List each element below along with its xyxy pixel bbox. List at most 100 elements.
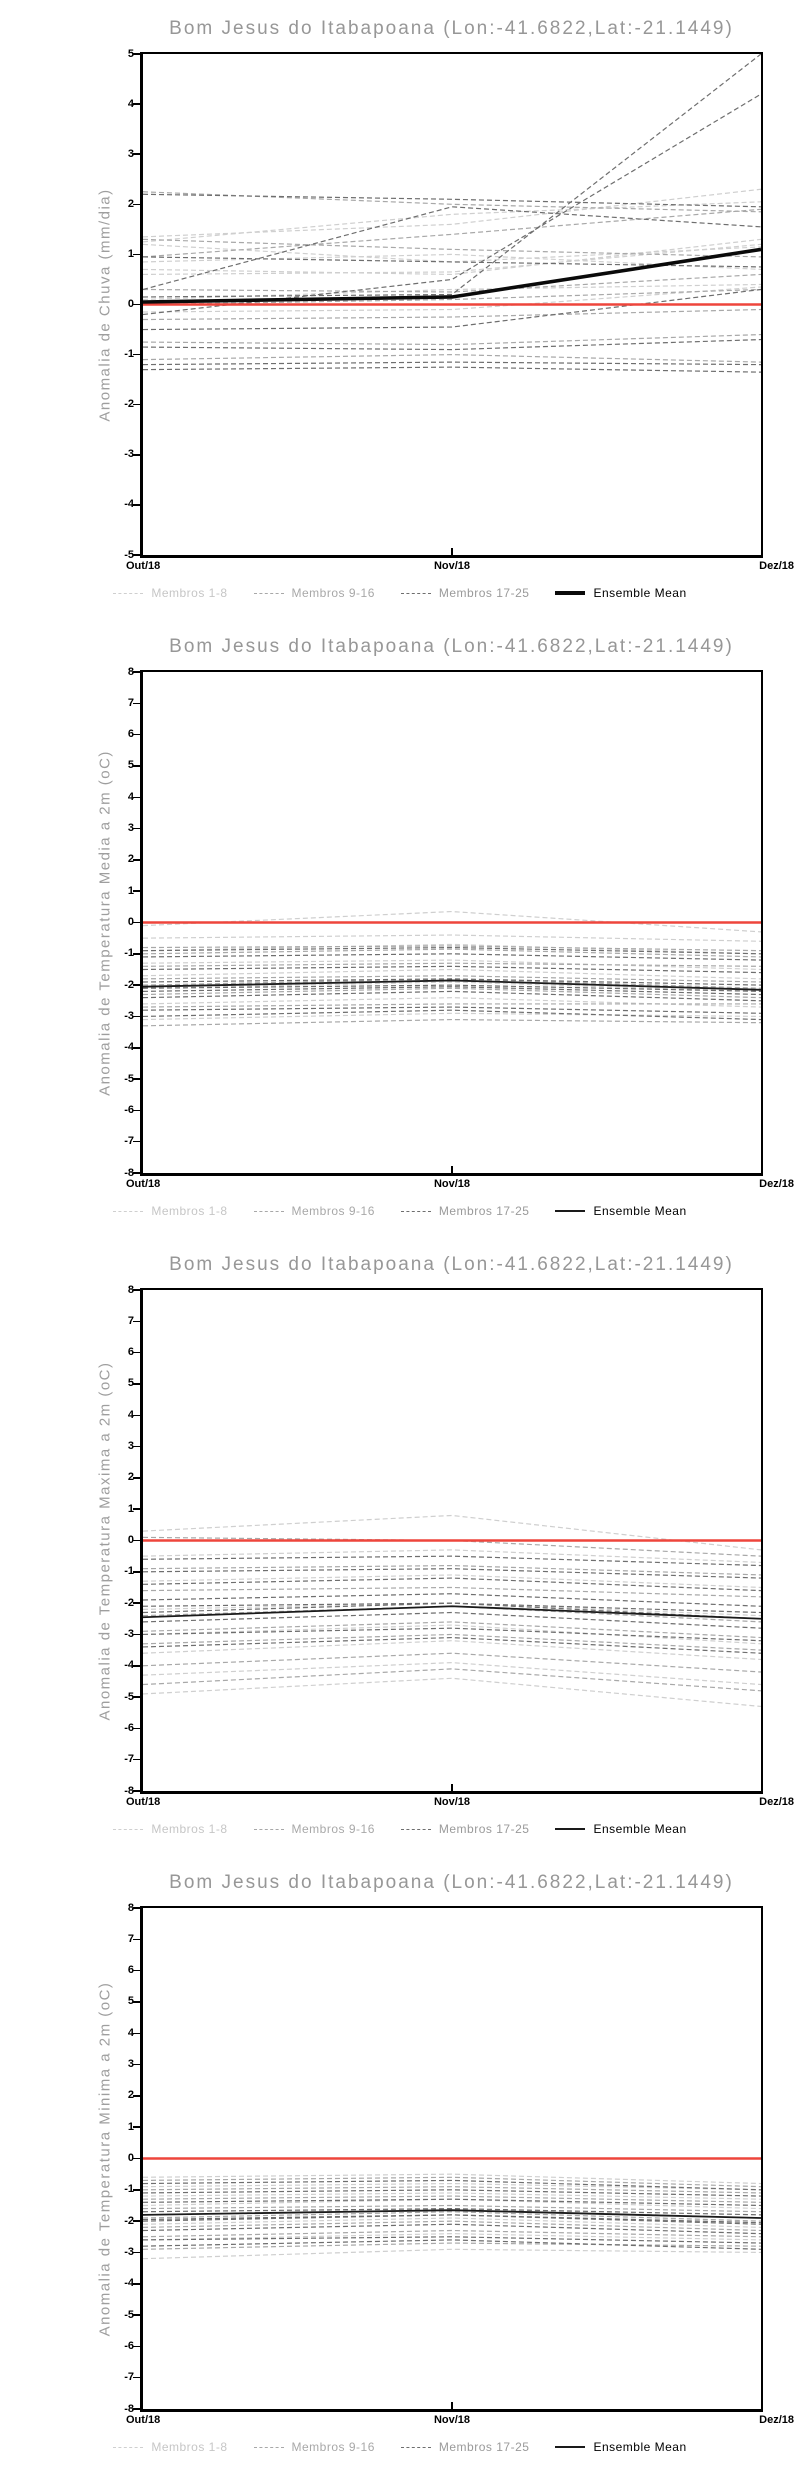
member-line: [143, 910, 761, 933]
x-tick-label: Dez/18: [759, 1796, 794, 1808]
member-line: [143, 2204, 761, 2213]
y-tick-mark: [133, 1571, 140, 1573]
x-tick-label: Out/18: [126, 1178, 161, 1190]
legend: Membros 1-8 Membros 9-16 Membros 17-25 Ense…: [0, 586, 800, 600]
y-tick-label: 0: [127, 1534, 134, 1546]
legend-item: Membros 17-25: [400, 1822, 530, 1836]
y-tick-mark: [133, 153, 140, 155]
member-line: [143, 1611, 761, 1629]
member-line: [143, 943, 761, 955]
legend-item: Membros 9-16: [253, 1822, 375, 1836]
y-tick-mark: [133, 2408, 140, 2410]
y-tick-label: 2: [127, 2089, 134, 2102]
member-line: [143, 948, 761, 958]
legend-label: Ensemble Mean: [593, 1204, 687, 1218]
y-tick-mark: [133, 1758, 140, 1761]
legend-label: Membros 1-8: [151, 2440, 228, 2454]
member-line-sample: [113, 1210, 144, 1212]
legend-item: Membros 1-8: [113, 1204, 227, 1218]
member-line: [143, 1633, 761, 1651]
member-line: [143, 2214, 761, 2225]
y-tick-label: 1: [127, 247, 134, 260]
member-line-sample: [113, 2446, 144, 2448]
y-tick-label: 6: [127, 1964, 134, 1977]
x-tick-label: Nov/18: [433, 1178, 471, 1190]
x-tick-label: Dez/18: [759, 2414, 794, 2426]
y-tick-mark: [133, 303, 140, 306]
y-tick-label: 4: [127, 1408, 134, 1421]
chart-title: Bom Jesus do Itabapoana (Lon:-41.6822,La…: [169, 1254, 734, 1275]
member-line: [143, 978, 761, 986]
y-tick-mark: [133, 103, 140, 105]
legend-label: Membros 9-16: [291, 2440, 375, 2454]
member-line: [143, 1627, 761, 1642]
member-line: [143, 1593, 761, 1607]
y-tick-label: -2: [124, 978, 134, 991]
y-tick-mark: [133, 1047, 140, 1049]
member-line: [143, 2198, 761, 2210]
y-tick-mark: [133, 2126, 140, 2128]
legend-item: Ensemble Mean: [555, 1204, 686, 1218]
legend-item: Membros 9-16: [253, 2440, 375, 2454]
member-line: [143, 283, 761, 301]
y-tick-label: 5: [127, 1377, 134, 1390]
y-tick-mark: [133, 2063, 140, 2066]
member-line: [143, 2173, 761, 2185]
member-line: [143, 206, 761, 291]
y-tick-label: -5: [124, 1690, 134, 1703]
y-tick-mark: [133, 53, 140, 55]
member-line: [143, 1640, 761, 1661]
y-tick-mark: [133, 253, 140, 256]
member-line: [143, 333, 761, 346]
y-tick-mark: [133, 1633, 140, 1636]
y-tick-label: 5: [127, 1995, 134, 2008]
member-line: [143, 2236, 761, 2244]
member-line: [143, 1652, 761, 1673]
y-tick-mark: [133, 1477, 140, 1479]
member-line: [143, 1006, 761, 1014]
member-line: [143, 1018, 761, 1027]
x-tick-label: Nov/18: [433, 560, 471, 572]
y-tick-mark: [133, 1109, 140, 1112]
legend-label: Membros 17-25: [438, 1204, 530, 1218]
y-tick-label: -3: [124, 1627, 134, 1640]
y-tick-label: -7: [124, 2371, 134, 2384]
member-line: [143, 1009, 761, 1021]
member-line: [143, 975, 761, 983]
member-line: [143, 1602, 761, 1614]
plot-area: [140, 52, 763, 558]
legend-item: Membros 17-25: [400, 2440, 530, 2454]
member-line: [143, 2242, 761, 2250]
x-tick-label: Dez/18: [759, 1178, 794, 1190]
legend-item: Membros 17-25: [400, 586, 530, 600]
member-line: [143, 986, 761, 996]
member-line: [143, 2217, 761, 2228]
y-tick-mark: [133, 859, 140, 861]
member-line: [143, 308, 761, 321]
legend-item: Membros 1-8: [113, 1822, 227, 1836]
member-line: [143, 2186, 761, 2194]
ensemble-mean-line-sample: [555, 2446, 586, 2448]
y-tick-mark: [133, 671, 140, 673]
y-tick-label: -8: [124, 2402, 134, 2415]
member-line: [143, 238, 761, 276]
legend-item: Membros 1-8: [113, 2440, 227, 2454]
chart-panel-temp-media: Bom Jesus do Itabapoana (Lon:-41.6822,La…: [0, 618, 800, 1236]
member-line-sample: [253, 592, 284, 594]
member-line: [143, 366, 761, 373]
x-tick-mark: [451, 548, 453, 555]
y-tick-mark: [133, 765, 140, 767]
y-tick-mark: [133, 1289, 140, 1291]
y-tick-mark: [133, 1602, 140, 1604]
ensemble-mean-line: [143, 2209, 761, 2219]
y-tick-mark: [133, 1539, 140, 1542]
y-tick-mark: [133, 827, 140, 830]
member-line: [143, 2239, 761, 2250]
y-tick-label: -4: [124, 2277, 134, 2290]
member-line: [143, 1605, 761, 1623]
y-tick-label: 3: [127, 2058, 134, 2071]
ensemble-mean-line: [143, 1605, 761, 1620]
member-line: [143, 1003, 761, 1008]
x-tick-label: Dez/18: [759, 560, 794, 572]
y-tick-mark: [133, 2032, 140, 2034]
